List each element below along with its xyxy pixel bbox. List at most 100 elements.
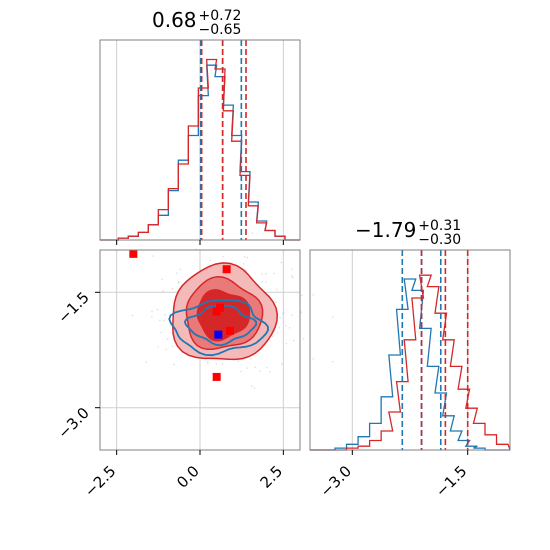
sample-point — [156, 308, 159, 311]
sample-point — [285, 324, 287, 327]
scatter-y-tick-label: −3.0 — [54, 404, 92, 442]
sample-point — [243, 255, 246, 258]
blue-contour-inner — [183, 304, 258, 347]
sample-point — [251, 232, 254, 234]
sample-point — [162, 319, 165, 322]
sample-point — [312, 294, 314, 296]
sample-point — [242, 263, 245, 265]
sample-point — [331, 316, 334, 318]
y-hist-x-tick-label-1: −1.5 — [432, 462, 470, 500]
y-hist-frame — [309, 249, 511, 451]
sample-point — [222, 256, 224, 258]
sample-point — [160, 331, 162, 334]
sample-point — [173, 363, 175, 366]
sample-point — [145, 361, 148, 363]
scatter-x-tick-label: 0.0 — [173, 462, 203, 492]
y-hist-hist_blue-step — [310, 278, 510, 451]
title-x-minus: −0.65 — [198, 21, 242, 38]
sample-point — [283, 311, 285, 314]
sample-point — [151, 315, 153, 318]
sample-point — [275, 301, 277, 304]
sample-point — [288, 326, 291, 329]
sample-point — [285, 342, 288, 345]
sample-point — [271, 335, 274, 338]
blue-square-marker — [214, 330, 223, 339]
sample-point — [222, 236, 224, 239]
sample-point — [251, 385, 253, 388]
sample-point — [171, 287, 174, 290]
sample-point — [265, 281, 267, 283]
sample-point — [275, 288, 278, 291]
sample-point — [291, 314, 293, 316]
red-square-marker — [212, 372, 221, 381]
sample-point — [259, 370, 261, 372]
scatter-panel — [95, 232, 334, 455]
red-square-marker — [212, 307, 221, 316]
sample-point — [253, 387, 256, 390]
sample-point — [159, 319, 161, 322]
sample-point — [166, 338, 169, 340]
title-y-plus: +0.31 — [418, 217, 462, 234]
title-y-minus: −0.30 — [418, 231, 462, 248]
red-square-marker — [222, 265, 231, 274]
sample-point — [151, 310, 153, 313]
sample-point — [250, 358, 252, 360]
sample-point — [280, 362, 283, 365]
sample-point — [240, 370, 242, 373]
scatter-y-tick-label: −1.5 — [54, 288, 92, 326]
panel-title-y: −1.79 +0.31 −0.30 — [355, 218, 461, 247]
sample-point — [281, 312, 284, 315]
sample-point — [206, 360, 209, 363]
title-x-errors: +0.72 −0.65 — [199, 9, 242, 37]
sample-point — [266, 366, 268, 369]
sample-point — [302, 337, 305, 340]
blue-contour-outer — [168, 299, 269, 357]
sample-point — [276, 332, 279, 334]
sample-point — [162, 290, 165, 292]
sample-point — [209, 259, 211, 262]
sample-point — [265, 272, 267, 275]
sample-point — [169, 325, 172, 327]
sample-point — [312, 358, 315, 360]
sample-point — [152, 255, 154, 257]
sample-point — [161, 278, 163, 281]
sample-point — [221, 363, 224, 365]
sample-point — [301, 294, 303, 297]
sample-point — [176, 272, 178, 274]
sample-point — [291, 276, 294, 279]
sample-point — [273, 272, 275, 275]
sample-point — [157, 346, 159, 348]
sample-point — [165, 348, 168, 351]
sample-point — [207, 362, 209, 365]
y-hist-hist_red-step — [310, 274, 511, 451]
sample-point — [300, 311, 302, 313]
title-x-value: 0.68 — [152, 8, 197, 32]
sample-point — [179, 268, 182, 271]
sample-point — [205, 358, 207, 361]
title-y-errors: +0.31 −0.30 — [418, 219, 461, 247]
scatter-x-tick-label: 2.5 — [257, 462, 287, 492]
sample-point — [280, 261, 283, 264]
sample-point — [215, 362, 218, 365]
sample-point — [291, 275, 293, 277]
sample-point — [237, 360, 240, 362]
red-square-marker — [226, 326, 234, 335]
sample-point — [278, 326, 281, 329]
sample-point — [171, 345, 174, 348]
x-hist-hist_red-step — [100, 58, 300, 241]
sample-point — [268, 370, 271, 373]
sample-point — [260, 280, 263, 283]
sample-point — [254, 366, 256, 369]
sample-point — [291, 268, 293, 270]
red-square-marker — [129, 249, 138, 258]
y-hist-panel — [309, 249, 511, 455]
sample-point — [246, 367, 249, 369]
sample-point — [292, 339, 295, 342]
panel-title-x: 0.68 +0.72 −0.65 — [152, 8, 241, 37]
x-hist-panel — [99, 39, 301, 245]
sample-point — [261, 273, 263, 276]
title-x-plus: +0.72 — [198, 7, 242, 24]
sample-point — [279, 316, 281, 319]
sample-point — [178, 281, 180, 283]
